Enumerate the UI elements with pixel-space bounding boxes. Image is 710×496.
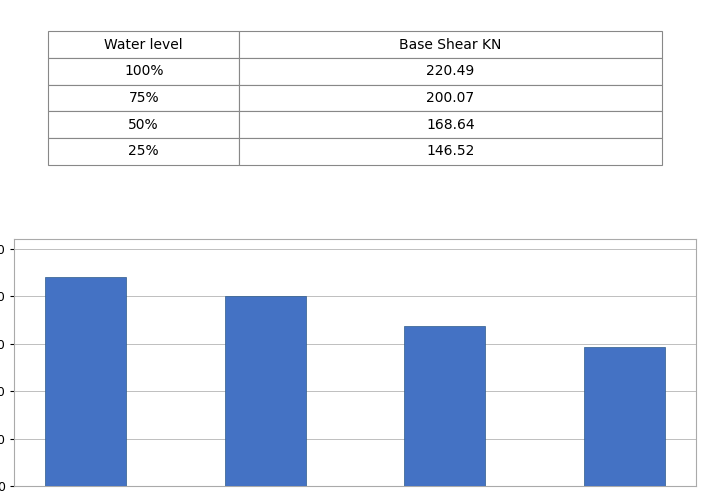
- Bar: [45, 277, 126, 486]
- Bar: [405, 326, 485, 486]
- Bar: [584, 347, 665, 486]
- Bar: [225, 296, 305, 486]
